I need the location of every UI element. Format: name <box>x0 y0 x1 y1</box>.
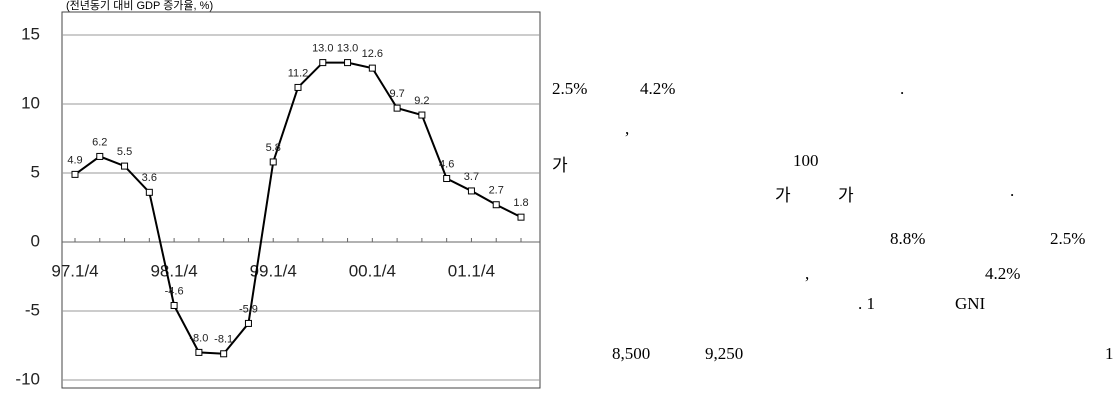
text-fragment: 100 <box>793 151 819 170</box>
point <box>344 59 352 67</box>
y-tick-label: 15 <box>21 24 40 43</box>
text-fragment: 9,250 <box>705 344 744 363</box>
x-tick-label: 99.1/4 <box>250 261 297 280</box>
y-tick-label: 5 <box>31 162 40 181</box>
point <box>418 111 426 119</box>
value-label: -8.1 <box>214 334 233 346</box>
value-label: 4.9 <box>67 154 82 166</box>
value-label: 3.7 <box>464 171 479 183</box>
text-fragment: , <box>805 264 810 283</box>
point <box>443 175 451 183</box>
point <box>368 64 376 72</box>
y-tick-label: -5 <box>25 300 40 319</box>
value-label: 13.0 <box>312 43 333 55</box>
point <box>145 188 153 196</box>
value-label: -8.0 <box>189 332 208 344</box>
text-fragment: 2.5% <box>1050 229 1086 248</box>
text-fragment: 2.5% <box>552 79 588 98</box>
point <box>244 319 252 327</box>
text-fragment: . 1 <box>858 294 875 313</box>
text-fragment: . <box>900 79 905 98</box>
text-fragment: 4.2% <box>985 264 1021 283</box>
point <box>170 301 178 309</box>
value-label: 9.2 <box>414 95 429 107</box>
x-tick-label: 98.1/4 <box>150 261 197 280</box>
y-tick-label: -10 <box>15 369 40 388</box>
value-label: 13.0 <box>337 43 358 55</box>
value-label: 11.2 <box>288 67 309 79</box>
point <box>71 170 79 178</box>
plot-frame <box>61 11 541 389</box>
text-fragment: 가 <box>552 156 568 175</box>
text-fragment: GNI <box>955 294 986 313</box>
value-label: 12.6 <box>362 48 383 60</box>
value-label: 2.7 <box>489 185 504 197</box>
y-tick-label: 0 <box>31 231 40 250</box>
x-tick-label: 97.1/4 <box>51 261 98 280</box>
text-fragment: 1 <box>1105 344 1114 363</box>
chart: (전년동기 대비 GDP 증가율, %) -10 -5 0 5 10 15 97.1/4 98… <box>15 0 541 389</box>
text-fragment: , <box>625 119 630 138</box>
point <box>294 83 302 91</box>
point <box>393 104 401 112</box>
text-fragment: 4.2% <box>640 79 676 98</box>
x-tick-label: 01.1/4 <box>448 261 495 280</box>
value-label: 5.8 <box>266 142 281 154</box>
point <box>517 213 525 221</box>
value-label: 6.2 <box>92 136 107 148</box>
x-tick-label: 00.1/4 <box>349 261 396 280</box>
value-label: 4.6 <box>439 158 454 170</box>
point <box>96 152 104 160</box>
point <box>319 59 327 67</box>
value-label: -4.6 <box>165 285 184 297</box>
point <box>195 348 203 356</box>
chart-subtitle: (전년동기 대비 GDP 증가율, %) <box>66 0 213 12</box>
value-label: 9.7 <box>389 88 404 100</box>
text-fragment: 가 <box>775 186 791 205</box>
text-fragment: 8,500 <box>612 344 651 363</box>
text-fragment: 8.8% <box>890 229 926 248</box>
y-tick-label: 10 <box>21 93 40 112</box>
value-label: -5.9 <box>239 303 258 315</box>
value-label: 3.6 <box>142 172 157 184</box>
text-fragment: . <box>1010 181 1015 200</box>
point <box>220 350 228 358</box>
text-fragment: 가 <box>838 186 854 205</box>
point <box>467 187 475 195</box>
value-label: 1.8 <box>513 197 528 209</box>
point <box>121 162 129 170</box>
line <box>74 61 522 355</box>
point <box>492 201 500 209</box>
value-label: 5.5 <box>117 146 132 158</box>
point <box>269 158 277 166</box>
